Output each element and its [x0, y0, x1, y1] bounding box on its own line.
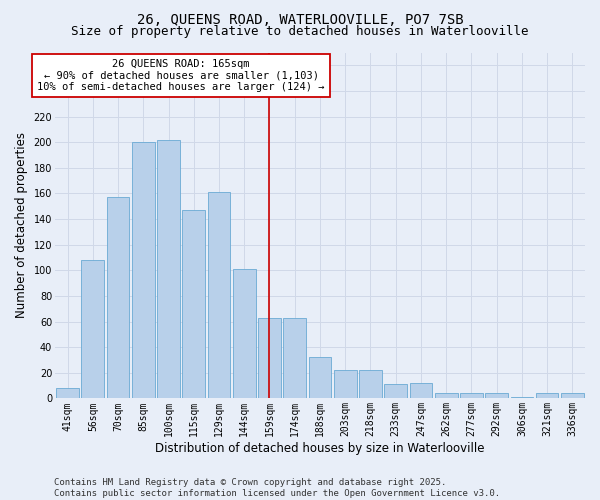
Text: Size of property relative to detached houses in Waterlooville: Size of property relative to detached ho…	[71, 25, 529, 38]
Text: 26, QUEENS ROAD, WATERLOOVILLE, PO7 7SB: 26, QUEENS ROAD, WATERLOOVILLE, PO7 7SB	[137, 12, 463, 26]
Bar	[460, 394, 483, 398]
Bar	[385, 384, 407, 398]
Bar	[233, 269, 256, 398]
Bar	[132, 142, 155, 399]
Y-axis label: Number of detached properties: Number of detached properties	[15, 132, 28, 318]
Bar	[511, 397, 533, 398]
Bar	[82, 260, 104, 398]
X-axis label: Distribution of detached houses by size in Waterlooville: Distribution of detached houses by size …	[155, 442, 485, 455]
Bar	[157, 140, 180, 398]
Bar	[536, 394, 559, 398]
Bar	[208, 192, 230, 398]
Bar	[485, 394, 508, 398]
Bar	[283, 318, 306, 398]
Text: Contains HM Land Registry data © Crown copyright and database right 2025.
Contai: Contains HM Land Registry data © Crown c…	[54, 478, 500, 498]
Bar	[359, 370, 382, 398]
Bar	[410, 383, 432, 398]
Bar	[258, 318, 281, 398]
Bar	[182, 210, 205, 398]
Bar	[334, 370, 356, 398]
Bar	[308, 358, 331, 399]
Bar	[435, 394, 458, 398]
Bar	[107, 198, 130, 398]
Bar	[561, 394, 584, 398]
Bar	[56, 388, 79, 398]
Text: 26 QUEENS ROAD: 165sqm
← 90% of detached houses are smaller (1,103)
10% of semi-: 26 QUEENS ROAD: 165sqm ← 90% of detached…	[37, 59, 325, 92]
